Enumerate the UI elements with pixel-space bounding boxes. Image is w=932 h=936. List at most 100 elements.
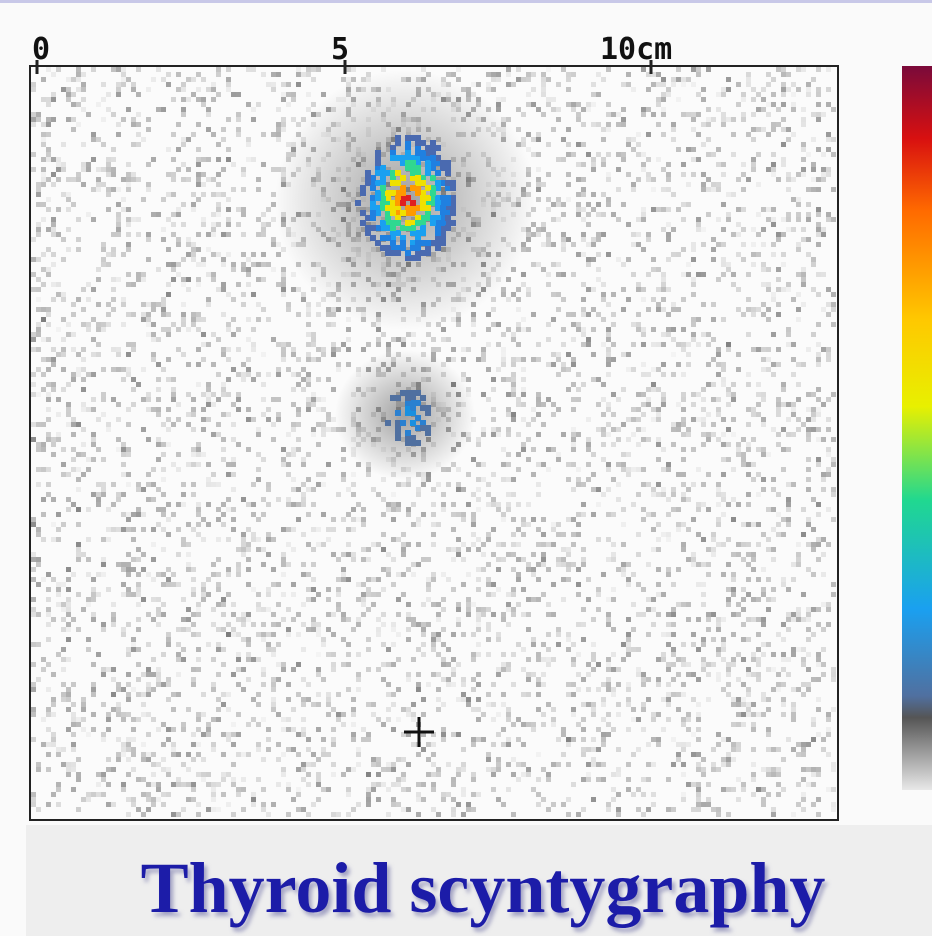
speck <box>316 692 321 697</box>
speck <box>601 157 606 162</box>
speck <box>806 392 811 397</box>
speck <box>226 472 231 477</box>
speck <box>256 692 261 697</box>
speck <box>456 537 461 542</box>
speck <box>591 667 596 672</box>
speck <box>761 422 766 427</box>
speck <box>126 742 131 747</box>
speck <box>126 587 131 592</box>
speck <box>461 512 466 517</box>
speck <box>171 262 176 267</box>
speck <box>411 502 416 507</box>
speck <box>616 812 621 817</box>
speck <box>706 802 711 807</box>
speck <box>51 217 56 222</box>
speck <box>646 402 651 407</box>
speck <box>516 287 521 292</box>
speck <box>126 187 131 192</box>
speck <box>791 482 796 487</box>
speck <box>681 747 686 752</box>
speck <box>446 792 451 797</box>
speck <box>786 227 791 232</box>
speck <box>361 547 366 552</box>
speck <box>796 742 801 747</box>
speck <box>456 322 461 327</box>
speck <box>246 372 251 377</box>
speck <box>226 87 231 92</box>
speck <box>261 802 266 807</box>
speck <box>351 472 356 477</box>
speck <box>741 782 746 787</box>
speck <box>566 797 571 802</box>
speck <box>821 662 826 667</box>
speck <box>116 92 121 97</box>
speck <box>456 487 461 492</box>
speck <box>526 292 531 297</box>
speck <box>696 272 701 277</box>
speck <box>151 407 156 412</box>
speck <box>311 547 316 552</box>
speck <box>66 772 71 777</box>
speck <box>241 552 246 557</box>
speck <box>791 707 796 712</box>
speck <box>486 82 491 87</box>
speck <box>51 297 56 302</box>
speck <box>326 612 331 617</box>
speck <box>196 197 201 202</box>
speck <box>746 297 751 302</box>
speck <box>671 337 676 342</box>
speck <box>216 222 221 227</box>
speck <box>126 182 131 187</box>
speck <box>311 622 316 627</box>
speck <box>746 132 751 137</box>
speck <box>46 97 51 102</box>
speck <box>321 422 326 427</box>
speck <box>721 272 726 277</box>
speck <box>251 697 256 702</box>
speck <box>286 717 291 722</box>
speck <box>156 612 161 617</box>
speck <box>731 117 736 122</box>
speck <box>66 117 71 122</box>
speck <box>106 427 111 432</box>
speck <box>606 487 611 492</box>
speck <box>156 457 161 462</box>
speck <box>671 352 676 357</box>
speck <box>191 92 196 97</box>
speck <box>541 92 546 97</box>
speck <box>641 777 646 782</box>
speck <box>196 147 201 152</box>
speck <box>161 442 166 447</box>
speck <box>316 672 321 677</box>
speck <box>61 462 66 467</box>
speck <box>476 652 481 657</box>
speck <box>766 767 771 772</box>
speck <box>591 487 596 492</box>
speck <box>226 772 231 777</box>
speck <box>86 167 91 172</box>
speck <box>66 612 71 617</box>
speck <box>696 132 701 137</box>
speck <box>31 607 36 612</box>
speck <box>706 547 711 552</box>
speck <box>486 367 491 372</box>
speck <box>551 402 556 407</box>
speck <box>631 627 636 632</box>
speck <box>606 612 611 617</box>
speck <box>441 727 446 732</box>
speck <box>51 537 56 542</box>
speck <box>706 782 711 787</box>
speck <box>211 222 216 227</box>
speck <box>816 412 821 417</box>
speck <box>66 597 71 602</box>
speck <box>416 542 421 547</box>
speck <box>826 622 831 627</box>
speck <box>141 302 146 307</box>
speck <box>191 682 196 687</box>
speck <box>141 692 146 697</box>
speck <box>36 287 41 292</box>
speck <box>191 322 196 327</box>
speck <box>156 727 161 732</box>
speck <box>56 747 61 752</box>
speck <box>626 617 631 622</box>
